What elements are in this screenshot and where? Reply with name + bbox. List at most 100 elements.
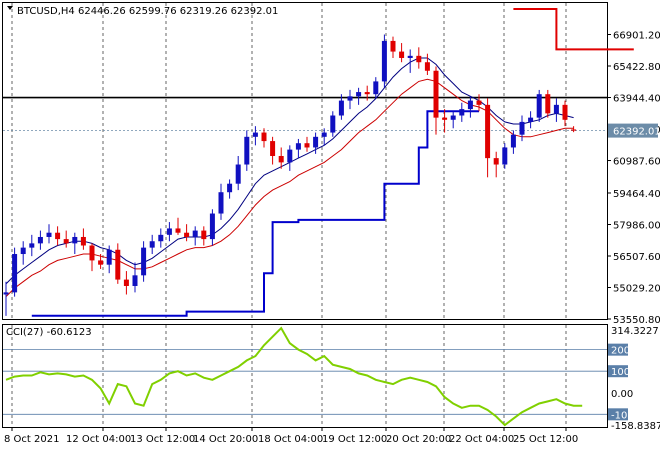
symbol-label: BTCUSD,H4 62446.26 62599.76 62319.26 623…: [17, 6, 278, 17]
candle-body: [72, 237, 77, 243]
candle-body: [528, 118, 533, 122]
candle-body: [330, 116, 335, 133]
candle-body: [21, 248, 26, 254]
current-price-label: 62392.01: [613, 127, 660, 138]
cci-series-group: [6, 328, 582, 425]
price-grid: [3, 3, 607, 319]
candle-body: [29, 243, 34, 247]
candle-body: [279, 156, 284, 162]
candle-body: [81, 237, 86, 246]
x-tick-label: 19 Oct 12:00: [322, 434, 387, 445]
candle-body: [210, 214, 215, 240]
candle-body: [236, 165, 241, 184]
candle-body: [356, 92, 361, 96]
x-tick-label: 25 Oct 12:00: [513, 434, 578, 445]
candle-body: [115, 250, 120, 280]
candle-body: [4, 292, 9, 294]
cci-label: CCI(27) -60.6123: [6, 327, 92, 338]
candle-body: [305, 143, 310, 147]
y-tick-label: 65422.80: [613, 62, 660, 73]
candle-body: [434, 71, 439, 118]
indicator-line: [513, 9, 633, 49]
candle-body: [382, 41, 387, 81]
candle-body: [442, 118, 447, 120]
candle-body: [287, 150, 292, 163]
candle-body: [184, 233, 189, 237]
candle-body: [313, 137, 318, 148]
candle-body: [425, 62, 430, 71]
candle-body: [571, 129, 576, 130]
x-tick-label: 8 Oct 2021: [4, 434, 59, 445]
candle-body: [47, 233, 52, 237]
candle-body: [124, 280, 129, 286]
x-tick-label: 22 Oct 04:00: [449, 434, 514, 445]
x-tick-label: 13 Oct 12:00: [130, 434, 195, 445]
cci-tick-label: -158.8387: [611, 421, 660, 432]
candle-body: [554, 105, 559, 114]
candle-body: [107, 250, 112, 265]
candle-body: [502, 147, 507, 164]
candle-body: [133, 275, 138, 286]
price-y-axis: 66901.2065422.8063944.4062465.8060987.60…: [607, 31, 660, 326]
y-tick-label: 60987.60: [613, 157, 660, 168]
candle-body: [227, 184, 232, 193]
candle-body: [545, 94, 550, 113]
y-tick-label: 56507.60: [613, 252, 660, 263]
candle-body: [468, 101, 473, 110]
candle-body: [98, 260, 103, 264]
candle-body: [537, 94, 542, 117]
candle-body: [270, 141, 275, 156]
candle-body: [348, 96, 353, 100]
price-panel: 66901.2065422.8063944.4062465.8060987.60…: [3, 3, 660, 327]
candle-body: [253, 133, 258, 137]
price-panel-frame: [3, 3, 608, 320]
candle-body: [201, 231, 206, 240]
y-tick-label: 57986.00: [613, 220, 660, 231]
candle-body: [494, 158, 499, 164]
candle-body: [262, 133, 267, 142]
candle-body: [12, 254, 17, 292]
candle-body: [511, 135, 516, 148]
candle-body: [55, 233, 60, 239]
cci-tick-label: 0.00: [611, 389, 633, 400]
candle-body: [391, 41, 396, 52]
x-tick-label: 12 Oct 04:00: [66, 434, 131, 445]
x-tick-label: 18 Oct 04:00: [258, 434, 323, 445]
y-tick-label: 53550.80: [613, 315, 660, 326]
y-tick-label: 63944.40: [613, 94, 660, 105]
candle-body: [219, 192, 224, 213]
cci-grid: [3, 325, 607, 427]
candle-body: [90, 245, 95, 260]
candle-body: [477, 101, 482, 105]
cci-line: [6, 328, 582, 425]
candle-body: [365, 92, 370, 94]
chart-title: BTCUSD,H4 62446.26 62599.76 62319.26 623…: [7, 6, 278, 17]
candle-body: [141, 248, 146, 276]
candle-body: [416, 56, 421, 62]
candle-body: [485, 105, 490, 158]
price-series-group: [6, 9, 634, 316]
candle-body: [193, 231, 198, 237]
y-tick-label: 66901.20: [613, 31, 660, 42]
candle-body: [176, 228, 181, 232]
cci-tick-label: 314.3227: [611, 326, 659, 337]
cci-tick-label: -100: [611, 410, 634, 421]
candle-body: [296, 143, 301, 149]
y-tick-label: 55029.20: [613, 283, 660, 294]
candle-body: [38, 237, 43, 243]
x-tick-label: 14 Oct 20:00: [193, 434, 258, 445]
candle-body: [339, 101, 344, 116]
candle-body: [158, 235, 163, 241]
cci-tick-label: 100: [611, 367, 630, 378]
candle-body: [563, 105, 568, 120]
candle-body: [322, 133, 327, 137]
candle-body: [244, 137, 249, 165]
x-tick-label: 20 Oct 20:00: [386, 434, 451, 445]
candle-body: [520, 122, 525, 135]
y-tick-label: 59464.40: [613, 189, 660, 200]
candle-body: [167, 228, 172, 234]
